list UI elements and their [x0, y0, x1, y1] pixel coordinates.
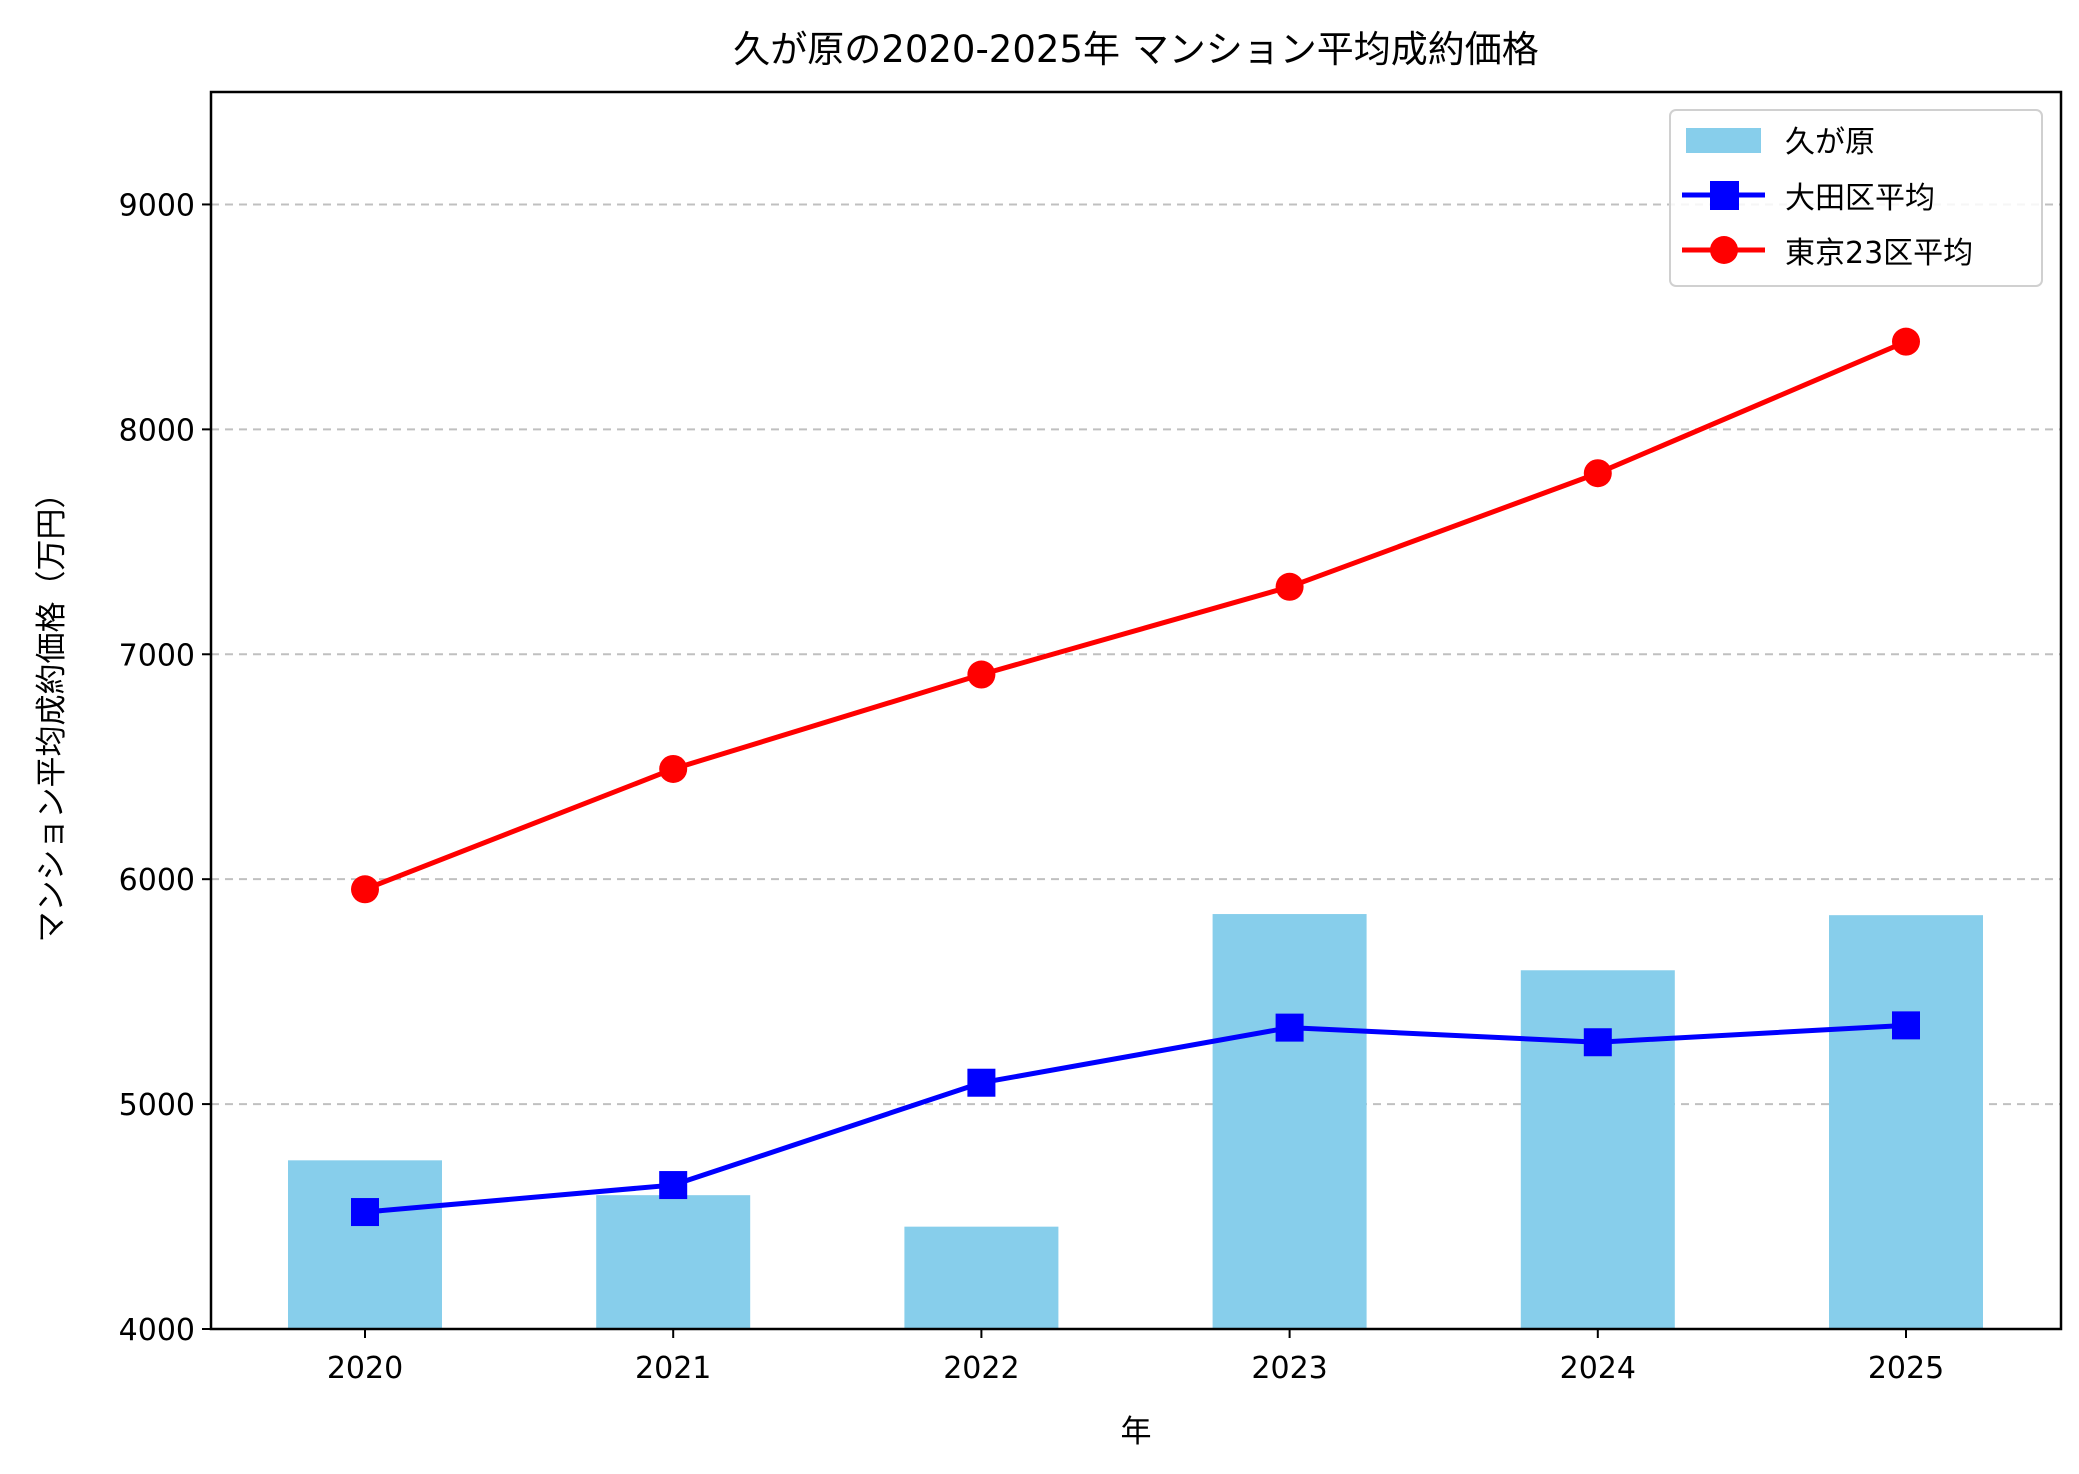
y-tick-label: 7000: [119, 638, 195, 673]
square-marker: [967, 1068, 996, 1097]
y-tick-label: 4000: [119, 1313, 195, 1348]
bar: [596, 1195, 751, 1329]
lines: [351, 327, 1920, 1227]
bar: [904, 1226, 1059, 1329]
square-marker: [659, 1171, 688, 1200]
circle-marker: [659, 754, 688, 783]
bar: [1212, 914, 1367, 1329]
x-axis-label: 年: [1121, 1414, 1152, 1450]
bar: [1520, 970, 1675, 1329]
x-tick-label: 2023: [1251, 1351, 1327, 1386]
square-marker: [1275, 1013, 1304, 1042]
x-tick-label: 2020: [327, 1351, 403, 1386]
square-marker: [1892, 1011, 1920, 1040]
y-tick-label: 8000: [119, 413, 195, 448]
legend-square-marker: [1710, 181, 1739, 210]
series-line: [364, 1022, 1907, 1215]
bar: [1829, 915, 1983, 1329]
legend-box: [1669, 109, 2043, 287]
circle-marker: [1583, 459, 1612, 488]
legend-label-blue: 大田区平均: [1785, 181, 1935, 216]
grid-lines: [211, 203, 2061, 1106]
legend-swatch-bar: [1686, 128, 1761, 153]
legend-circle-marker: [1710, 236, 1738, 264]
circle-marker: [1275, 572, 1304, 601]
plot-frame: [209, 90, 2063, 1331]
legend-label-red: 東京23区平均: [1785, 236, 1973, 271]
y-tick-label: 6000: [119, 863, 195, 898]
legend: 久が原 大田区平均 東京23区平均: [1669, 109, 2043, 287]
circle-marker: [1892, 327, 1920, 356]
x-tick-label: 2025: [1868, 1351, 1944, 1386]
square-marker: [1583, 1028, 1612, 1057]
circle-marker: [967, 660, 996, 689]
legend-label-bar: 久が原: [1785, 125, 1875, 160]
chart-title: 久が原の2020-2025年 マンション平均成約価格: [733, 28, 1538, 71]
y-tick-label: 5000: [119, 1088, 195, 1123]
x-tick-label: 2021: [635, 1351, 711, 1386]
ticks: 4000 5000 6000 7000 8000 9000 2020 2021 2022 2023…: [119, 188, 1945, 1386]
y-axis-label: マンション平均成約価格（万円）: [34, 478, 70, 943]
circle-marker: [351, 875, 379, 904]
x-tick-label: 2024: [1560, 1351, 1636, 1386]
square-marker: [351, 1198, 379, 1227]
x-tick-label: 2022: [943, 1351, 1019, 1386]
y-tick-label: 9000: [119, 188, 195, 223]
bars: [288, 914, 1983, 1329]
bar: [288, 1160, 442, 1329]
series-line: [364, 339, 1907, 892]
